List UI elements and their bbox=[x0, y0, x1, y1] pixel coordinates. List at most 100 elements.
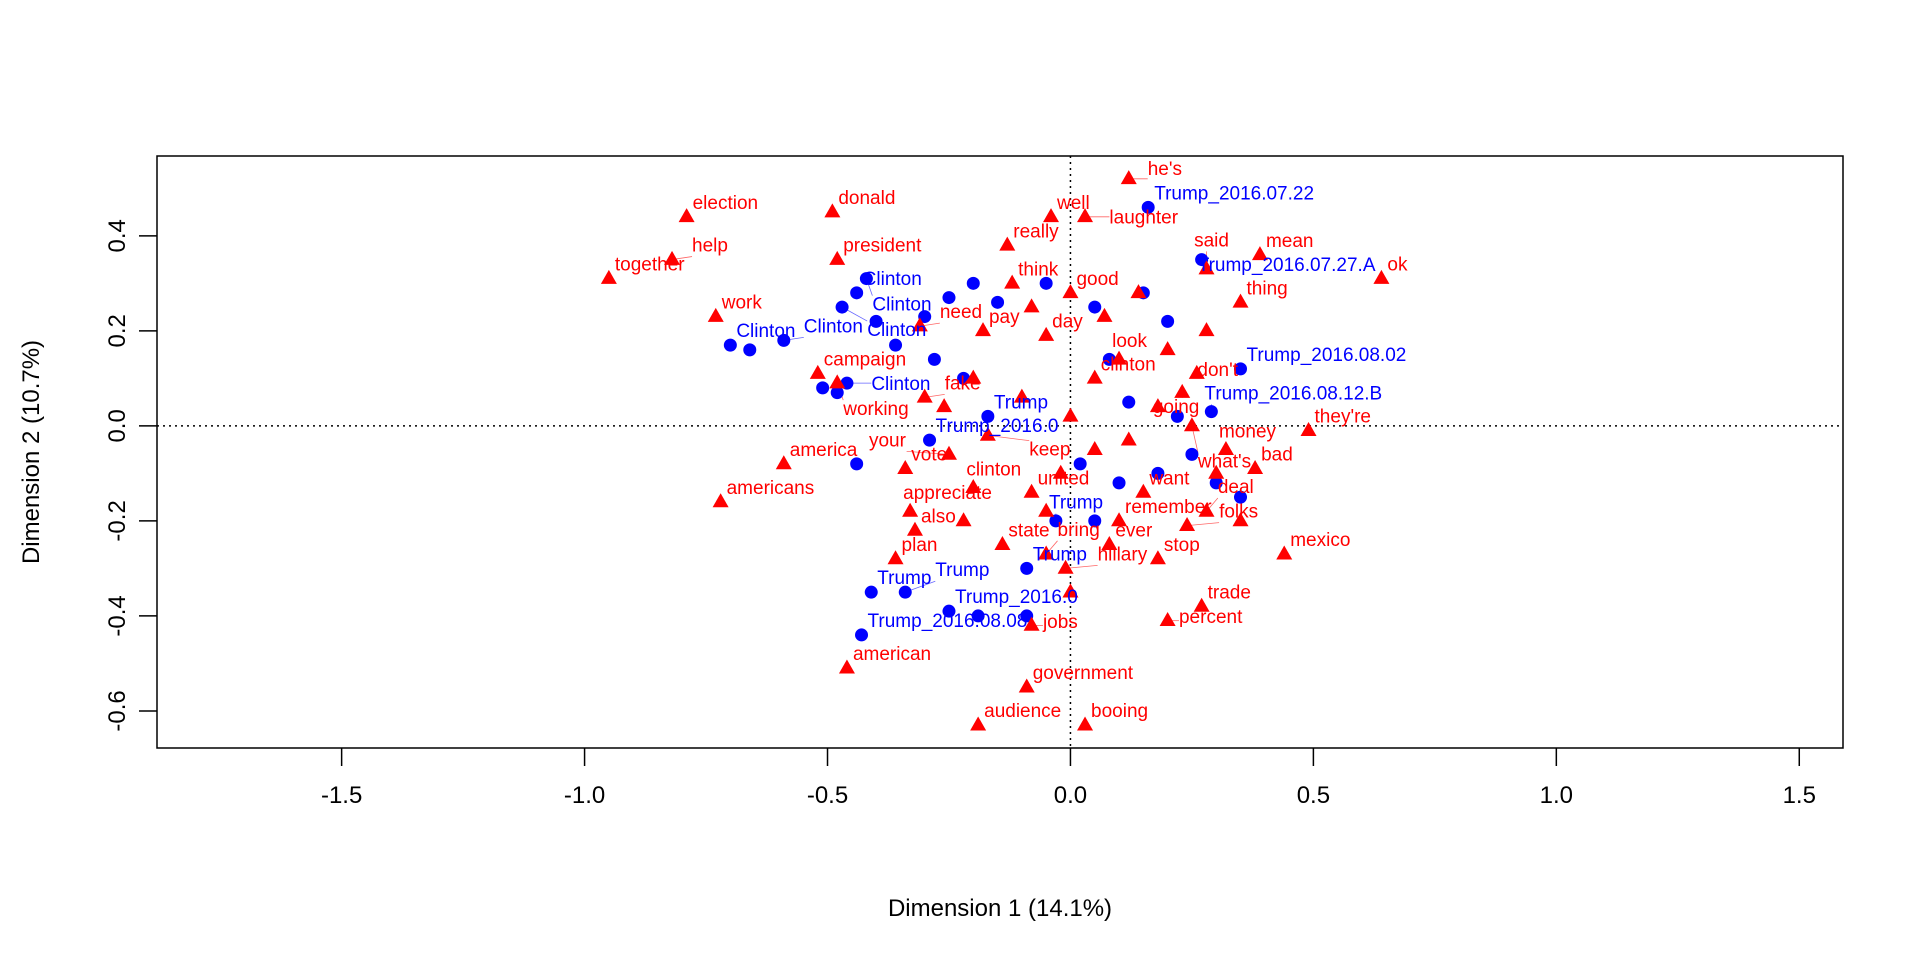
word-label: they're bbox=[1315, 407, 1371, 428]
document-point bbox=[918, 310, 932, 324]
word-label: vote bbox=[911, 445, 947, 466]
word-label: really bbox=[1013, 221, 1059, 242]
document-label: Trump bbox=[877, 568, 931, 589]
word-label: remember bbox=[1125, 497, 1212, 518]
word-point bbox=[1300, 421, 1317, 436]
word-point bbox=[707, 307, 724, 322]
word-point bbox=[974, 322, 991, 337]
word-label: president bbox=[843, 236, 922, 257]
word-label: plan bbox=[902, 535, 938, 556]
document-point bbox=[927, 352, 941, 366]
document-label: Trump_2016.08.02 bbox=[1247, 345, 1407, 366]
word-point bbox=[1023, 298, 1040, 313]
word-label: americans bbox=[727, 478, 815, 499]
word-point bbox=[1043, 208, 1060, 223]
word-point bbox=[829, 250, 846, 265]
document-point bbox=[850, 457, 864, 471]
document-label: Clinton bbox=[871, 374, 930, 395]
document-label: Trump_2016.08.08 bbox=[868, 611, 1028, 632]
points bbox=[600, 170, 1390, 731]
document-label: Trump_2016.07.22 bbox=[1154, 183, 1314, 204]
word-point bbox=[1120, 170, 1137, 185]
x-tick-label: -1.0 bbox=[564, 782, 605, 809]
word-label: what's bbox=[1197, 451, 1251, 472]
y-tick-label: 0.2 bbox=[104, 314, 131, 347]
word-point bbox=[1247, 459, 1264, 474]
word-label: audience bbox=[984, 701, 1061, 722]
document-label: Clinton bbox=[872, 295, 931, 316]
document-point bbox=[1151, 466, 1165, 480]
word-point bbox=[897, 459, 914, 474]
word-point bbox=[775, 455, 792, 470]
word-point bbox=[1174, 383, 1191, 398]
document-point bbox=[1204, 405, 1218, 419]
document-point bbox=[1112, 476, 1126, 490]
word-point bbox=[1149, 550, 1166, 565]
document-point bbox=[723, 338, 737, 352]
document-point bbox=[743, 343, 757, 357]
word-point bbox=[1198, 322, 1215, 337]
word-point bbox=[965, 478, 982, 493]
word-point bbox=[1057, 559, 1074, 574]
document-point bbox=[1185, 447, 1199, 461]
word-label: hillary bbox=[1098, 544, 1148, 565]
document-point bbox=[966, 276, 980, 290]
label-leader-line bbox=[1065, 565, 1098, 569]
word-label: day bbox=[1052, 312, 1083, 333]
word-label: stop bbox=[1164, 535, 1200, 556]
word-label: don't bbox=[1197, 360, 1238, 381]
word-point bbox=[1159, 611, 1176, 626]
word-label: government bbox=[1033, 663, 1134, 684]
word-label: america bbox=[790, 440, 858, 461]
word-label: deal bbox=[1218, 477, 1254, 498]
document-point bbox=[1122, 395, 1136, 409]
document-point bbox=[942, 604, 956, 618]
word-point bbox=[1077, 716, 1094, 731]
word-point bbox=[1188, 364, 1205, 379]
word-point bbox=[916, 388, 933, 403]
word-point bbox=[1276, 545, 1293, 560]
word-point bbox=[600, 269, 617, 284]
word-point bbox=[1130, 284, 1147, 299]
point-labels: Trump_2016.07.22 Trump_2016.07.27.A Trump_… bbox=[615, 159, 1408, 722]
word-label: going bbox=[1153, 397, 1200, 418]
x-tick-label: 1.5 bbox=[1783, 782, 1816, 809]
word-point bbox=[999, 236, 1016, 251]
word-point bbox=[809, 364, 826, 379]
y-axis: -0.6 -0.4 -0.2 0.0 0.2 0.4 bbox=[104, 219, 157, 732]
document-point bbox=[864, 585, 878, 599]
word-point bbox=[838, 659, 855, 674]
document-point bbox=[1020, 561, 1034, 575]
document-label: Clinton bbox=[863, 269, 922, 290]
x-tick-label: 0.0 bbox=[1054, 782, 1087, 809]
word-label: american bbox=[853, 644, 931, 665]
word-point bbox=[1086, 369, 1103, 384]
word-label: also bbox=[921, 506, 956, 527]
document-point bbox=[1234, 362, 1248, 376]
x-tick-label: 1.0 bbox=[1540, 782, 1573, 809]
document-point bbox=[1049, 514, 1063, 528]
word-label: campaign bbox=[824, 350, 906, 371]
word-point bbox=[940, 445, 957, 460]
word-point bbox=[664, 250, 681, 265]
document-point bbox=[889, 338, 903, 352]
document-point bbox=[942, 291, 956, 305]
word-label: mexico bbox=[1290, 530, 1350, 551]
document-point bbox=[971, 609, 985, 623]
document-point bbox=[1209, 476, 1223, 490]
word-label: ever bbox=[1115, 521, 1153, 542]
word-point bbox=[1232, 293, 1249, 308]
document-point bbox=[1170, 409, 1184, 423]
word-label: pay bbox=[989, 307, 1020, 328]
document-label: Trump bbox=[1049, 493, 1103, 514]
word-point bbox=[1062, 583, 1079, 598]
y-tick-label: -0.2 bbox=[104, 500, 131, 541]
document-point bbox=[981, 409, 995, 423]
word-point bbox=[1086, 440, 1103, 455]
document-point bbox=[869, 314, 883, 328]
document-point bbox=[1073, 457, 1087, 471]
word-label: well bbox=[1056, 193, 1090, 214]
word-label: want bbox=[1148, 468, 1190, 489]
document-label: Trump bbox=[1033, 544, 1087, 565]
